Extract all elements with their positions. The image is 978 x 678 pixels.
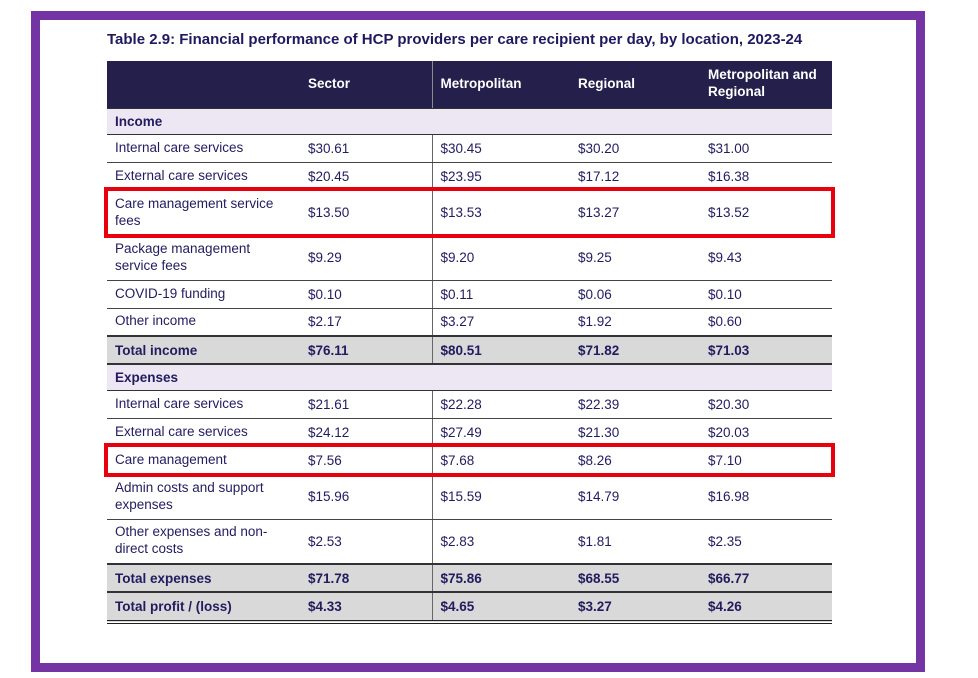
cell-value: $20.03 bbox=[700, 418, 832, 447]
cell-value: $7.68 bbox=[431, 446, 570, 475]
section-header-row: Income bbox=[107, 107, 832, 135]
cell-value: $13.27 bbox=[570, 190, 700, 236]
row-label: External care services bbox=[107, 418, 300, 447]
row-label: Care management bbox=[107, 446, 300, 475]
cell-value: $4.33 bbox=[300, 591, 432, 624]
cell-value: $8.26 bbox=[570, 446, 700, 475]
cell-value: $2.35 bbox=[700, 519, 832, 565]
table-title: Table 2.9: Financial performance of HCP … bbox=[107, 31, 803, 48]
cell-value: $16.98 bbox=[700, 474, 832, 520]
cell-value: $13.50 bbox=[300, 190, 432, 236]
cell-value: $80.51 bbox=[431, 335, 570, 365]
cell-value: $9.25 bbox=[570, 235, 700, 281]
row-label: Other expenses and non-direct costs bbox=[107, 519, 300, 565]
cell-value: $20.45 bbox=[300, 162, 432, 191]
cell-value: $2.17 bbox=[300, 308, 432, 337]
cell-value: $7.56 bbox=[300, 446, 432, 475]
cell-value: $30.20 bbox=[570, 134, 700, 163]
cell-value: $27.49 bbox=[431, 418, 570, 447]
table-body: Income Internal care services $30.61 $30.45… bbox=[104, 107, 835, 624]
table-row: External care services $24.12 $27.49 $21.30… bbox=[107, 418, 832, 447]
table-row: Total profit / (loss) $4.33 $4.65 $3.27 $4.2… bbox=[107, 591, 832, 624]
table-row: Total income $76.11 $80.51 $71.82 $71.03 bbox=[107, 335, 832, 365]
row-label: External care services bbox=[107, 162, 300, 191]
cell-value: $3.27 bbox=[431, 308, 570, 337]
cell-value: $13.52 bbox=[700, 190, 832, 236]
table-row: Internal care services $21.61 $22.28 $22.39… bbox=[107, 390, 832, 419]
row-label: Total profit / (loss) bbox=[107, 591, 300, 624]
row-label: Internal care services bbox=[107, 390, 300, 419]
table-row: Total expenses $71.78 $75.86 $68.55 $66.77 bbox=[107, 563, 832, 593]
cell-value: $22.39 bbox=[570, 390, 700, 419]
page-content: Table 2.9: Financial performance of HCP … bbox=[40, 20, 916, 624]
cell-value: $75.86 bbox=[431, 563, 570, 593]
cell-value: $0.10 bbox=[700, 280, 832, 309]
cell-value: $15.96 bbox=[300, 474, 432, 520]
cell-value: $21.30 bbox=[570, 418, 700, 447]
row-label: COVID-19 funding bbox=[107, 280, 300, 309]
cell-value: $68.55 bbox=[570, 563, 700, 593]
cell-value: $76.11 bbox=[300, 335, 432, 365]
table-row: COVID-19 funding $0.10 $0.11 $0.06 $0.10 bbox=[107, 280, 832, 309]
cell-value: $71.78 bbox=[300, 563, 432, 593]
column-header-regional: Regional bbox=[570, 61, 700, 109]
cell-value: $9.29 bbox=[300, 235, 432, 281]
cell-value: $66.77 bbox=[700, 563, 832, 593]
row-label: Internal care services bbox=[107, 134, 300, 163]
cell-value: $2.53 bbox=[300, 519, 432, 565]
column-header-blank bbox=[107, 61, 300, 109]
table-row: Other expenses and non-direct costs $2.53… bbox=[107, 519, 832, 565]
cell-value: $31.00 bbox=[700, 134, 832, 163]
section-header-row: Expenses bbox=[107, 363, 832, 391]
column-header-metropolitan-and-regional: Metropolitan and Regional bbox=[700, 61, 832, 109]
cell-value: $23.95 bbox=[431, 162, 570, 191]
row-label: Other income bbox=[107, 308, 300, 337]
cell-value: $3.27 bbox=[570, 591, 700, 624]
table-row: Package management service fees $9.29 $9.2… bbox=[107, 235, 832, 281]
cell-value: $30.45 bbox=[431, 134, 570, 163]
cell-value: $24.12 bbox=[300, 418, 432, 447]
cell-value: $0.11 bbox=[431, 280, 570, 309]
table-header-row: Sector Metropolitan Regional Metropolita… bbox=[107, 61, 832, 109]
section-label: Income bbox=[107, 107, 832, 135]
row-label: Package management service fees bbox=[107, 235, 300, 281]
cell-value: $22.28 bbox=[431, 390, 570, 419]
cell-value: $9.20 bbox=[431, 235, 570, 281]
cell-value: $2.83 bbox=[431, 519, 570, 565]
section-label: Expenses bbox=[107, 363, 832, 391]
row-label: Total expenses bbox=[107, 563, 300, 593]
row-label: Admin costs and support expenses bbox=[107, 474, 300, 520]
highlighted-table-row: Care management service fees $13.50 $13.53… bbox=[104, 187, 835, 238]
cell-value: $0.10 bbox=[300, 280, 432, 309]
financial-table: Sector Metropolitan Regional Metropolita… bbox=[104, 61, 835, 624]
cell-value: $30.61 bbox=[300, 134, 432, 163]
cell-value: $71.03 bbox=[700, 335, 832, 365]
cell-value: $20.30 bbox=[700, 390, 832, 419]
cell-value: $7.10 bbox=[700, 446, 832, 475]
page-border-frame: Table 2.9: Financial performance of HCP … bbox=[31, 11, 925, 672]
cell-value: $16.38 bbox=[700, 162, 832, 191]
table-row: External care services $20.45 $23.95 $17.12… bbox=[107, 162, 832, 191]
row-label: Care management service fees bbox=[107, 190, 300, 236]
table-row: Admin costs and support expenses $15.96 $1… bbox=[107, 474, 832, 520]
cell-value: $4.65 bbox=[431, 591, 570, 624]
cell-value: $15.59 bbox=[431, 474, 570, 520]
cell-value: $1.81 bbox=[570, 519, 700, 565]
cell-value: $0.06 bbox=[570, 280, 700, 309]
highlighted-table-row: Care management $7.56 $7.68 $8.26 $7.10 bbox=[104, 443, 835, 477]
cell-value: $0.60 bbox=[700, 308, 832, 337]
table-row: Other income $2.17 $3.27 $1.92 $0.60 bbox=[107, 308, 832, 337]
cell-value: $21.61 bbox=[300, 390, 432, 419]
cell-value: $14.79 bbox=[570, 474, 700, 520]
column-header-metropolitan: Metropolitan bbox=[431, 61, 570, 109]
cell-value: $13.53 bbox=[431, 190, 570, 236]
cell-value: $71.82 bbox=[570, 335, 700, 365]
row-label: Total income bbox=[107, 335, 300, 365]
cell-value: $17.12 bbox=[570, 162, 700, 191]
table-row: Internal care services $30.61 $30.45 $30.20… bbox=[107, 134, 832, 163]
cell-value: $9.43 bbox=[700, 235, 832, 281]
cell-value: $1.92 bbox=[570, 308, 700, 337]
column-header-sector: Sector bbox=[300, 61, 432, 109]
cell-value: $4.26 bbox=[700, 591, 832, 624]
